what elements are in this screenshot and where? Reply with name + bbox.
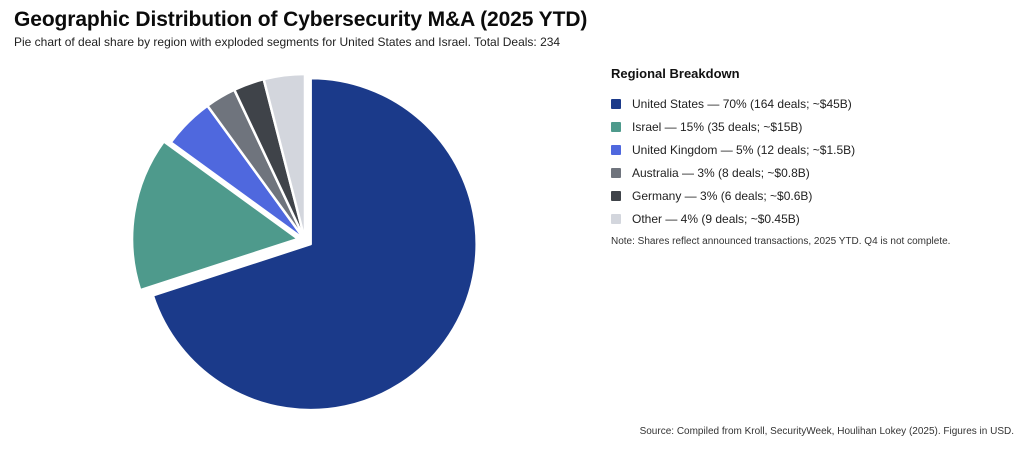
legend-item-other: Other — 4% (9 deals; ~$0.45B) [611, 207, 1011, 230]
legend-swatch [611, 98, 621, 109]
legend-item-australia: Australia — 3% (8 deals; ~$0.8B) [611, 161, 1011, 184]
pie-chart-svg [130, 72, 478, 412]
chart-subtitle: Pie chart of deal share by region with e… [14, 35, 561, 49]
pie-slice-other [262, 72, 307, 242]
pie-chart [125, 62, 485, 412]
legend-swatch [611, 190, 621, 201]
legend-label: United States — 70% (164 deals; ~$45B) [632, 96, 852, 111]
legend-label: Germany — 3% (6 deals; ~$0.6B) [632, 188, 813, 203]
legend-label: Australia — 3% (8 deals; ~$0.8B) [632, 165, 810, 180]
pie-slice-israel [130, 140, 300, 292]
legend-item-israel: Israel — 15% (35 deals; ~$15B) [611, 115, 1011, 138]
legend-label: United Kingdom — 5% (12 deals; ~$1.5B) [632, 142, 856, 157]
legend: Regional Breakdown United States — 70% (… [611, 66, 1011, 247]
legend-swatch [611, 213, 621, 224]
legend-item-united-kingdom: United Kingdom — 5% (12 deals; ~$1.5B) [611, 138, 1011, 161]
legend-swatch [611, 167, 621, 178]
chart-title: Geographic Distribution of Cybersecurity… [14, 8, 588, 31]
legend-swatch [611, 121, 621, 132]
pie-slice-united-states [151, 76, 478, 412]
legend-swatch [611, 144, 621, 155]
source-note: Source: Compiled from Kroll, SecurityWee… [639, 426, 1014, 437]
legend-items: United States — 70% (164 deals; ~$45B) Is… [611, 92, 1011, 230]
legend-item-germany: Germany — 3% (6 deals; ~$0.6B) [611, 184, 1011, 207]
legend-note: Note: Shares reflect announced transacti… [611, 236, 951, 247]
legend-label: Other — 4% (9 deals; ~$0.45B) [632, 211, 800, 226]
legend-label: Israel — 15% (35 deals; ~$15B) [632, 119, 803, 134]
legend-title: Regional Breakdown [611, 66, 740, 81]
legend-item-united-states: United States — 70% (164 deals; ~$45B) [611, 92, 1011, 115]
